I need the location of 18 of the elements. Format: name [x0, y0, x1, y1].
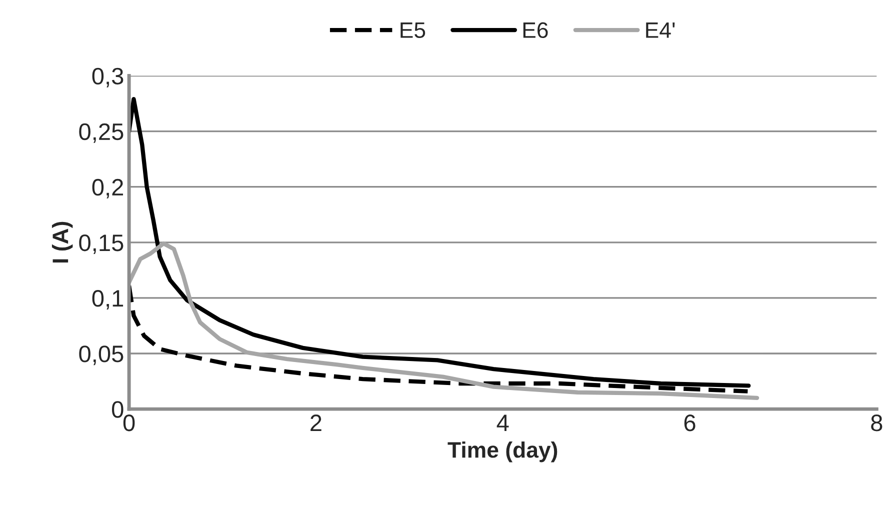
y-tick-label: 0,1	[92, 290, 124, 310]
y-axis-title: I (A)	[52, 222, 73, 263]
y-tick-label: 0,3	[92, 68, 124, 88]
y-tick-label: 0,15	[79, 234, 124, 254]
x-tick-label: 0	[123, 414, 135, 432]
y-tick-label: 0,05	[79, 346, 124, 366]
legend-label: E6	[523, 22, 548, 38]
legend-label: E4'	[646, 22, 675, 38]
y-tick-label: 0	[112, 401, 124, 418]
line-series	[129, 241, 760, 400]
x-tick-label: 4	[496, 414, 509, 432]
x-axis-title: Time (day)	[448, 441, 558, 462]
x-tick-label: 2	[310, 414, 322, 432]
legend-label: E5	[400, 22, 426, 38]
y-tick-label: 0,2	[92, 178, 124, 198]
y-tick-label: 0,25	[79, 123, 124, 143]
x-tick-label: 6	[684, 414, 696, 432]
x-tick-label: 8	[871, 414, 882, 432]
